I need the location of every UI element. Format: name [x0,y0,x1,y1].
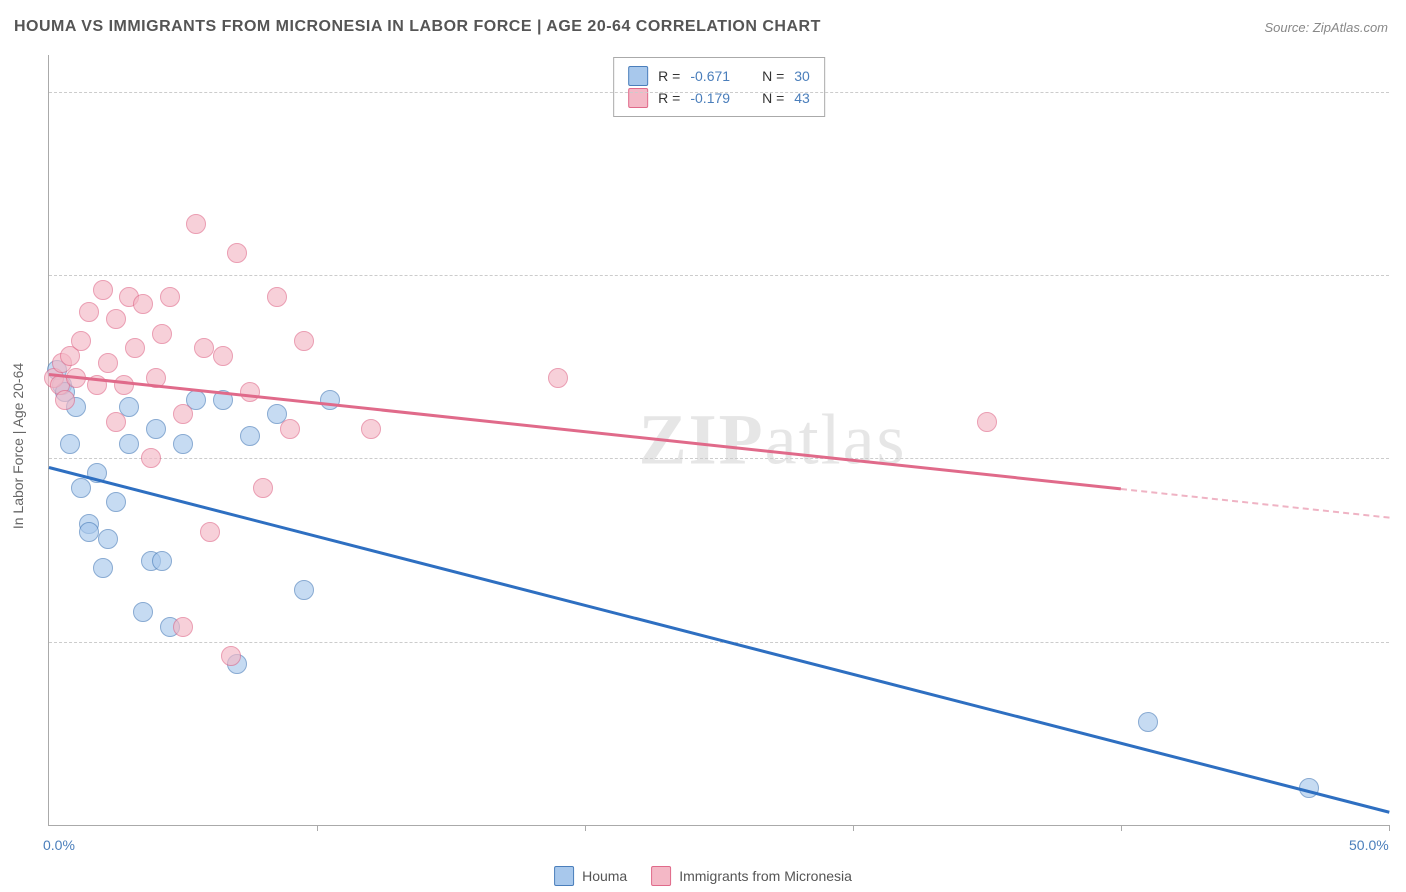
scatter-point [213,346,233,366]
scatter-point [106,492,126,512]
gridline-h [49,642,1389,643]
scatter-point [79,302,99,322]
scatter-point [294,331,314,351]
scatter-point [98,529,118,549]
ytick-label: 87.5% [1399,267,1406,283]
gridline-h [49,458,1389,459]
plot-area: ZIPatlas R = -0.671N = 30R = -0.179N = 4… [48,55,1389,826]
scatter-point [173,434,193,454]
source-label: Source: ZipAtlas.com [1264,20,1388,35]
scatter-point [240,382,260,402]
scatter-point [173,617,193,637]
scatter-point [152,324,172,344]
xtick-mark [317,825,318,831]
ytick-label: 62.5% [1399,634,1406,650]
scatter-point [114,375,134,395]
xtick-mark [1121,825,1122,831]
legend-swatch [628,66,648,86]
legend-n-label: N = [762,68,784,84]
scatter-point [98,353,118,373]
scatter-point [93,280,113,300]
scatter-point [194,338,214,358]
legend-r-label: R = [658,68,680,84]
xtick-mark [585,825,586,831]
legend-item: Houma [554,866,627,886]
scatter-point [133,294,153,314]
correlation-legend: R = -0.671N = 30R = -0.179N = 43 [613,57,825,117]
gridline-h [49,92,1389,93]
scatter-point [221,646,241,666]
scatter-point [294,580,314,600]
scatter-point [71,478,91,498]
xtick-mark [1389,825,1390,831]
legend-swatch [651,866,671,886]
scatter-point [55,390,75,410]
scatter-point [361,419,381,439]
scatter-point [133,602,153,622]
trend-line [49,466,1390,813]
scatter-point [71,331,91,351]
chart-title: HOUMA VS IMMIGRANTS FROM MICRONESIA IN L… [14,18,821,36]
scatter-point [60,434,80,454]
scatter-point [267,287,287,307]
scatter-point [125,338,145,358]
legend-row: R = -0.671 N = 30 [628,66,810,86]
scatter-point [119,434,139,454]
scatter-point [320,390,340,410]
series-legend: Houma Immigrants from Micronesia [554,866,852,886]
trend-line-dashed [1121,488,1389,519]
legend-item: Immigrants from Micronesia [651,866,852,886]
scatter-point [200,522,220,542]
scatter-point [280,419,300,439]
legend-item-label: Immigrants from Micronesia [679,868,852,884]
ytick-label: 100.0% [1399,84,1406,100]
scatter-point [253,478,273,498]
scatter-point [548,368,568,388]
scatter-point [146,419,166,439]
gridline-h [49,275,1389,276]
legend-r-value: -0.671 [690,68,730,84]
xtick-mark [853,825,854,831]
scatter-point [977,412,997,432]
scatter-point [141,448,161,468]
scatter-point [173,404,193,424]
legend-n-value: 30 [794,68,810,84]
xtick-label: 0.0% [43,837,75,853]
y-axis-label: In Labor Force | Age 20-64 [10,363,26,529]
scatter-point [240,426,260,446]
scatter-point [152,551,172,571]
scatter-point [106,309,126,329]
scatter-point [186,214,206,234]
scatter-point [79,522,99,542]
legend-swatch [554,866,574,886]
scatter-point [160,287,180,307]
trend-line [49,373,1121,490]
scatter-point [1138,712,1158,732]
legend-item-label: Houma [582,868,627,884]
ytick-label: 75.0% [1399,450,1406,466]
scatter-point [93,558,113,578]
scatter-point [106,412,126,432]
scatter-point [227,243,247,263]
xtick-label: 50.0% [1349,837,1389,853]
